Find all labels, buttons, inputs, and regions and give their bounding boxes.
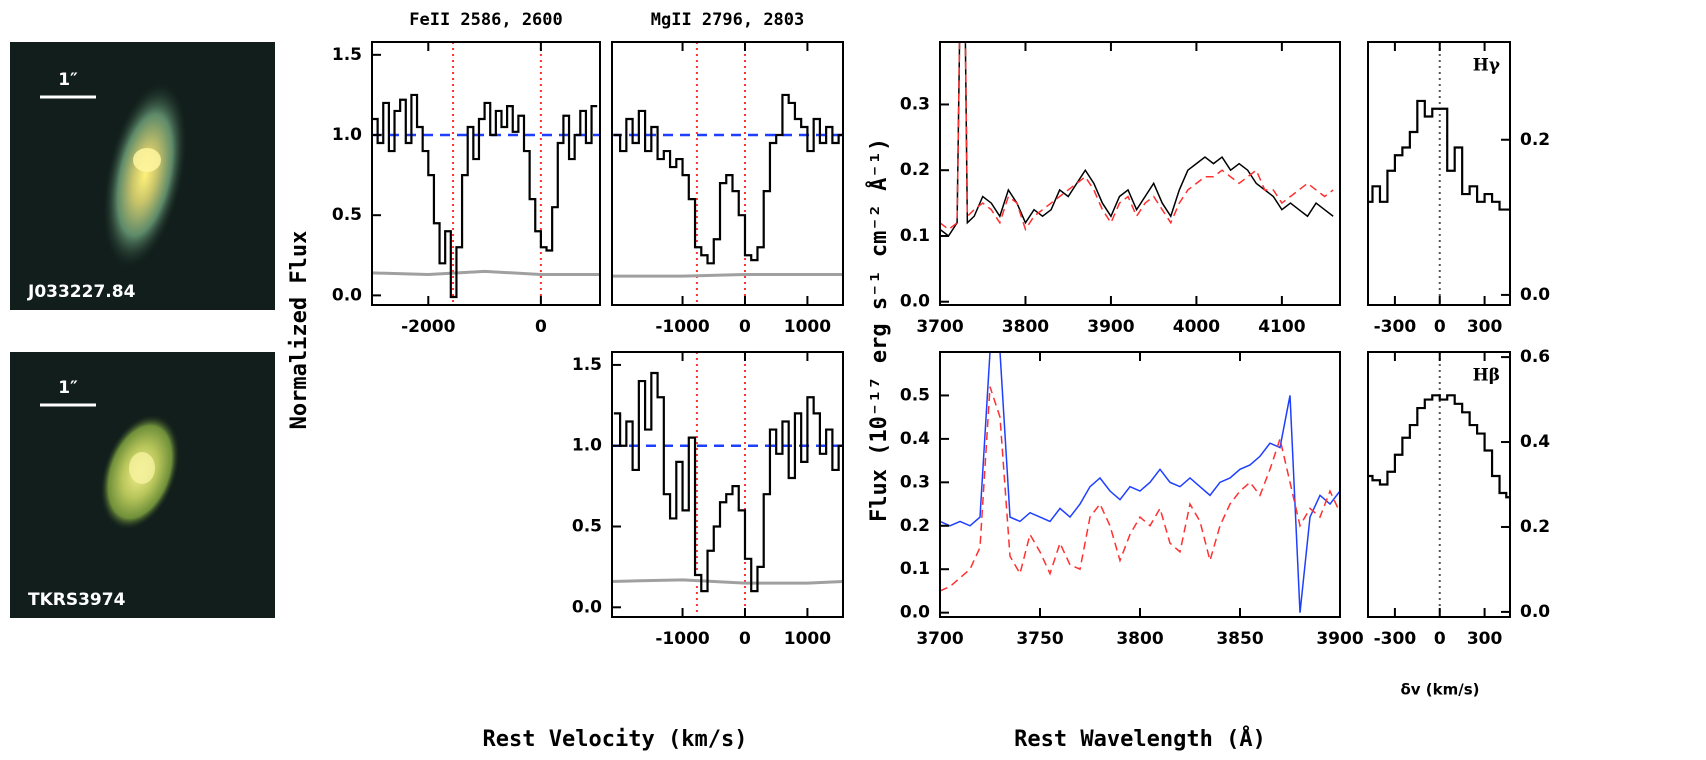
plot-area: [940, 42, 1334, 238]
panel: 3700 3750 3800 3850 3900 0.0 0.1 0.2 0.3 0.4 0.5: [900, 351, 1364, 649]
galaxy-core: [133, 148, 161, 172]
plot-area: [1368, 42, 1510, 305]
panel: -300 0 300 0.0 0.2 0.4 0.6 Hβ: [1367, 347, 1550, 649]
panel: -1000 0 1000 MgII 2796, 2803: [611, 10, 844, 337]
x-tick-label: 0: [1434, 629, 1446, 649]
plot-frame: [371, 41, 601, 306]
y-tick-label: 0.2: [1520, 517, 1550, 537]
x-tick-label: -1000: [655, 629, 710, 649]
plot-area: [612, 352, 843, 617]
plot-frame: [611, 41, 844, 306]
y-tick-label: 0.0: [900, 292, 930, 312]
image-label: J033227.84: [27, 282, 136, 302]
plot-area: [940, 352, 1340, 613]
y-tick-label: 0.5: [900, 385, 930, 405]
y-tick-label: 0.4: [1520, 432, 1550, 452]
x-axis-label: δv (km/s): [1400, 681, 1479, 699]
data-line: [612, 273, 843, 278]
x-tick-label: -300: [1374, 629, 1417, 649]
y-tick-label: 0.6: [1520, 347, 1550, 367]
x-tick-label: 3900: [1316, 629, 1363, 649]
galaxy-image: 1″ TKRS3974: [10, 352, 275, 618]
x-tick-label: 3900: [1087, 317, 1134, 337]
x-tick-label: 0: [1434, 317, 1446, 337]
x-tick-label: 300: [1467, 629, 1503, 649]
y-tick-label: 0.2: [900, 160, 930, 180]
x-tick-label: 1000: [784, 629, 831, 649]
data-line: [613, 93, 843, 265]
y-axis-label: Normalized Flux: [287, 231, 312, 430]
data-line: [613, 371, 843, 593]
data-line: [940, 42, 1334, 232]
x-tick-label: 0: [739, 629, 751, 649]
data-line: [372, 93, 598, 299]
y-tick-label: 0.1: [900, 559, 930, 579]
x-tick-label: 4000: [1173, 317, 1220, 337]
y-tick-label: 0.3: [900, 94, 930, 114]
data-line: [940, 42, 1334, 238]
scale-label: 1″: [58, 70, 78, 90]
x-tick-label: 1000: [784, 317, 831, 337]
panel-annotation: Hβ: [1473, 366, 1500, 386]
y-tick-label: 1.0: [572, 436, 602, 456]
x-axis-label: Rest Velocity (km/s): [483, 727, 748, 752]
y-tick-label: 0.5: [332, 205, 362, 225]
x-tick-label: 0: [739, 317, 751, 337]
x-tick-label: 300: [1467, 317, 1503, 337]
y-tick-label: 1.5: [572, 355, 602, 375]
galaxy: [102, 81, 188, 269]
data-line: [612, 578, 843, 585]
x-tick-label: 3700: [916, 629, 963, 649]
galaxy-core: [129, 452, 155, 484]
x-tick-label: 3850: [1216, 629, 1263, 649]
plot-frame: [939, 41, 1341, 306]
plot-frame: [939, 351, 1341, 618]
panel: -300 0 300 0.0 0.2 Hγ: [1367, 41, 1550, 337]
data-line: [1368, 99, 1510, 211]
x-tick-label: 0: [535, 317, 547, 337]
x-tick-label: 3750: [1016, 629, 1063, 649]
y-axis-label: Flux (10⁻¹⁷ erg s⁻¹ cm⁻² Å⁻¹): [866, 138, 892, 522]
x-axis-label: Rest Wavelength (Å): [1014, 726, 1266, 752]
y-tick-label: 0.4: [900, 429, 930, 449]
scale-label: 1″: [58, 378, 78, 398]
y-tick-label: 1.0: [332, 125, 362, 145]
panel-title: MgII 2796, 2803: [651, 10, 805, 30]
y-tick-label: 0.0: [332, 285, 362, 305]
panel: -1000 0 1000 0.0 0.5 1.0 1.5: [572, 351, 844, 649]
x-tick-label: -300: [1374, 317, 1417, 337]
x-tick-label: 3700: [916, 317, 963, 337]
plot-area: [372, 42, 600, 305]
y-tick-label: 0.1: [900, 226, 930, 246]
plot-area: [1368, 352, 1510, 617]
x-tick-label: 4100: [1258, 317, 1305, 337]
panel: -2000 0 0.0 0.5 1.0 1.5 FeII 2586, 2600: [332, 10, 601, 337]
x-tick-label: 3800: [1116, 629, 1163, 649]
data-line: [1368, 394, 1510, 499]
y-tick-label: 0.0: [572, 597, 602, 617]
y-tick-label: 1.5: [332, 45, 362, 65]
y-tick-label: 0.5: [572, 517, 602, 537]
y-tick-label: 0.0: [900, 603, 930, 623]
panel-title: FeII 2586, 2600: [409, 10, 563, 30]
y-tick-label: 0.0: [1520, 602, 1550, 622]
x-tick-label: 3800: [1002, 317, 1049, 337]
plot-frame: [611, 351, 844, 618]
x-tick-label: -1000: [655, 317, 710, 337]
image-label: TKRS3974: [28, 590, 126, 610]
data-line: [940, 386, 1340, 592]
y-tick-label: 0.3: [900, 472, 930, 492]
plot-area: [612, 42, 843, 305]
panel-annotation: Hγ: [1473, 56, 1501, 76]
galaxy-image: 1″ J033227.84: [10, 42, 275, 310]
x-tick-label: -2000: [401, 317, 456, 337]
data-line: [372, 269, 600, 277]
y-tick-label: 0.2: [900, 516, 930, 536]
y-tick-label: 0.2: [1520, 130, 1550, 150]
panel: 3700 3800 3900 4000 4100 0.0 0.1 0.2 0.3: [900, 41, 1341, 337]
y-tick-label: 0.0: [1520, 285, 1550, 305]
data-line: [940, 352, 1340, 613]
